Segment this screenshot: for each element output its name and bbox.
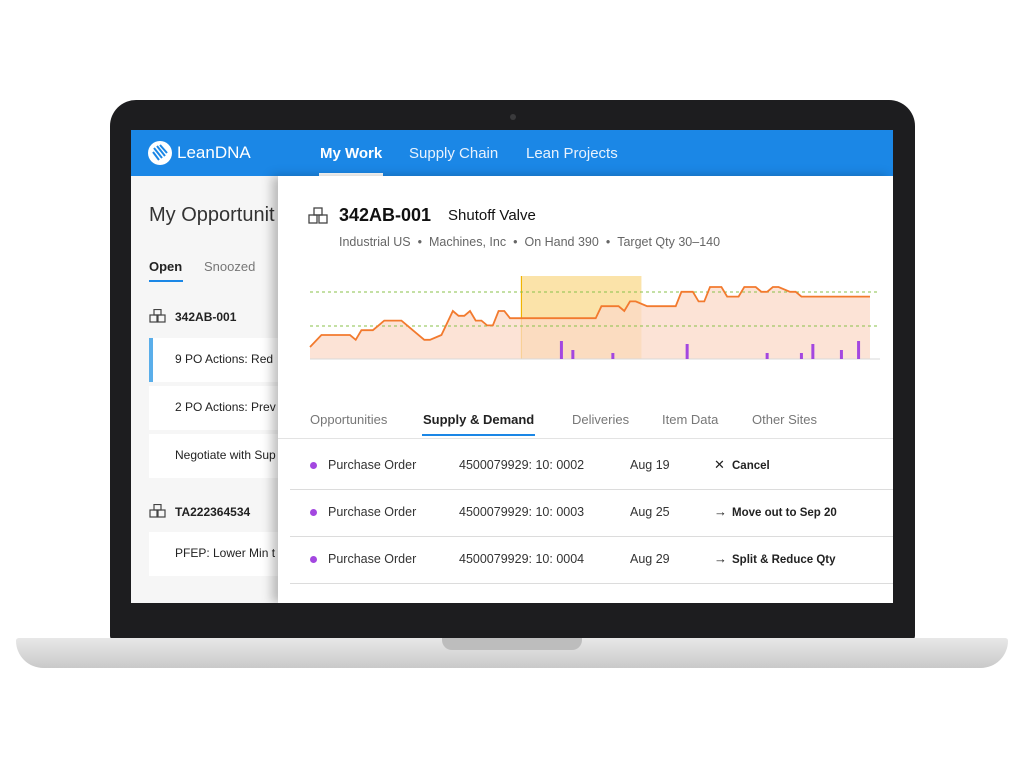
nav-supply-chain[interactable]: Supply Chain — [409, 145, 499, 162]
group-label: 342AB-001 — [175, 310, 237, 324]
opportunity-text: Negotiate with Sup — [175, 448, 276, 462]
row-date: Aug 25 — [630, 505, 670, 519]
action-label: Split & Reduce Qty — [732, 554, 836, 566]
boxes-icon — [149, 504, 166, 518]
laptop-notch — [442, 638, 582, 650]
group-label: TA222364534 — [175, 505, 251, 519]
tab-active-indicator — [422, 434, 535, 436]
opportunity-card[interactable]: 2 PO Actions: Prev — [149, 386, 281, 430]
arrow-right-icon: → — [714, 551, 727, 566]
tab-item-data[interactable]: Item Data — [662, 412, 719, 427]
demand-bar — [811, 344, 815, 359]
nav-active-indicator — [319, 173, 383, 176]
opportunity-card[interactable]: Negotiate with Sup — [149, 434, 281, 478]
meta-on-hand: On Hand 390 — [524, 235, 599, 249]
tab-open[interactable]: Open — [149, 259, 183, 274]
nav-my-work[interactable]: My Work — [320, 145, 383, 162]
table-row[interactable]: Purchase Order 4500079929: 10: 0002 Aug … — [290, 443, 893, 490]
tab-snoozed[interactable]: Snoozed — [204, 259, 256, 274]
meta-supplier: Machines, Inc — [428, 235, 507, 249]
row-type: Purchase Order — [328, 505, 417, 519]
cancel-action-button[interactable]: ✕ Cancel — [714, 457, 770, 473]
opportunities-title: My Opportunit — [149, 204, 275, 226]
nav-lean-projects[interactable]: Lean Projects — [526, 145, 618, 162]
action-label: Move out to Sep 20 — [732, 507, 837, 519]
row-po-number: 4500079929: 10: 0002 — [459, 458, 585, 472]
demand-bar — [571, 350, 575, 359]
opportunity-text: 9 PO Actions: Red — [175, 352, 274, 366]
inventory-chart — [309, 276, 880, 360]
item-id: 342AB-001 — [339, 205, 432, 225]
inventory-line — [309, 286, 870, 348]
demand-bar — [765, 353, 769, 359]
demand-bar — [559, 341, 563, 359]
tab-other-sites[interactable]: Other Sites — [752, 412, 818, 427]
tab-deliveries[interactable]: Deliveries — [572, 412, 630, 427]
opportunities-panel: My Opportunit Open Snoozed 342AB-001 9 P… — [131, 176, 281, 603]
tab-divider — [278, 438, 893, 439]
opportunity-card[interactable]: PFEP: Lower Min t — [149, 532, 281, 576]
boxes-icon — [149, 309, 166, 323]
meta-site: Industrial US — [339, 235, 411, 249]
opportunity-text: PFEP: Lower Min t — [175, 546, 276, 560]
brand-name: LeanDNA — [177, 143, 251, 162]
table-row[interactable]: Purchase Order 4500079929: 10: 0004 Aug … — [290, 537, 893, 584]
top-nav-bar: LeanDNA My Work Supply Chain Lean Projec… — [131, 130, 893, 176]
row-po-number: 4500079929: 10: 0004 — [459, 552, 585, 566]
arrow-right-icon: → — [714, 504, 727, 519]
tab-open-indicator — [149, 280, 183, 282]
move-out-action-button[interactable]: → Move out to Sep 20 — [714, 504, 837, 519]
status-dot — [310, 556, 317, 563]
screen: LeanDNA My Work Supply Chain Lean Projec… — [131, 130, 893, 603]
status-dot — [310, 462, 317, 469]
tab-supply-demand[interactable]: Supply & Demand — [423, 412, 535, 427]
row-date: Aug 29 — [630, 552, 670, 566]
demand-bar — [839, 350, 843, 359]
leandna-logo-icon — [148, 141, 172, 165]
meta-target-qty: Target Qty 30–140 — [617, 235, 721, 249]
item-detail-panel: 342AB-001 Shutoff Valve Industrial US • Ma… — [278, 176, 893, 603]
demand-bar — [611, 353, 615, 359]
opportunity-card[interactable]: 9 PO Actions: Red — [149, 338, 281, 382]
area-fill — [310, 287, 870, 359]
row-date: Aug 19 — [630, 458, 670, 472]
status-dot — [310, 509, 317, 516]
item-meta: Industrial US • Machines, Inc • On Hand 390 •… — [339, 235, 721, 249]
table-row[interactable]: Purchase Order 4500079929: 10: 0003 Aug … — [290, 490, 893, 537]
close-icon: ✕ — [714, 457, 725, 472]
opportunity-text: 2 PO Actions: Prev — [175, 400, 276, 414]
boxes-icon — [308, 207, 328, 224]
camera-dot — [510, 114, 516, 120]
tab-opportunities[interactable]: Opportunities — [310, 412, 388, 427]
item-name: Shutoff Valve — [448, 207, 536, 224]
action-label: Cancel — [732, 460, 770, 472]
row-type: Purchase Order — [328, 552, 417, 566]
demand-bar — [685, 344, 689, 359]
split-reduce-action-button[interactable]: → Split & Reduce Qty — [714, 551, 836, 566]
row-po-number: 4500079929: 10: 0003 — [459, 505, 585, 519]
demand-bar — [799, 353, 803, 359]
row-type: Purchase Order — [328, 458, 417, 472]
demand-bar — [857, 341, 861, 359]
